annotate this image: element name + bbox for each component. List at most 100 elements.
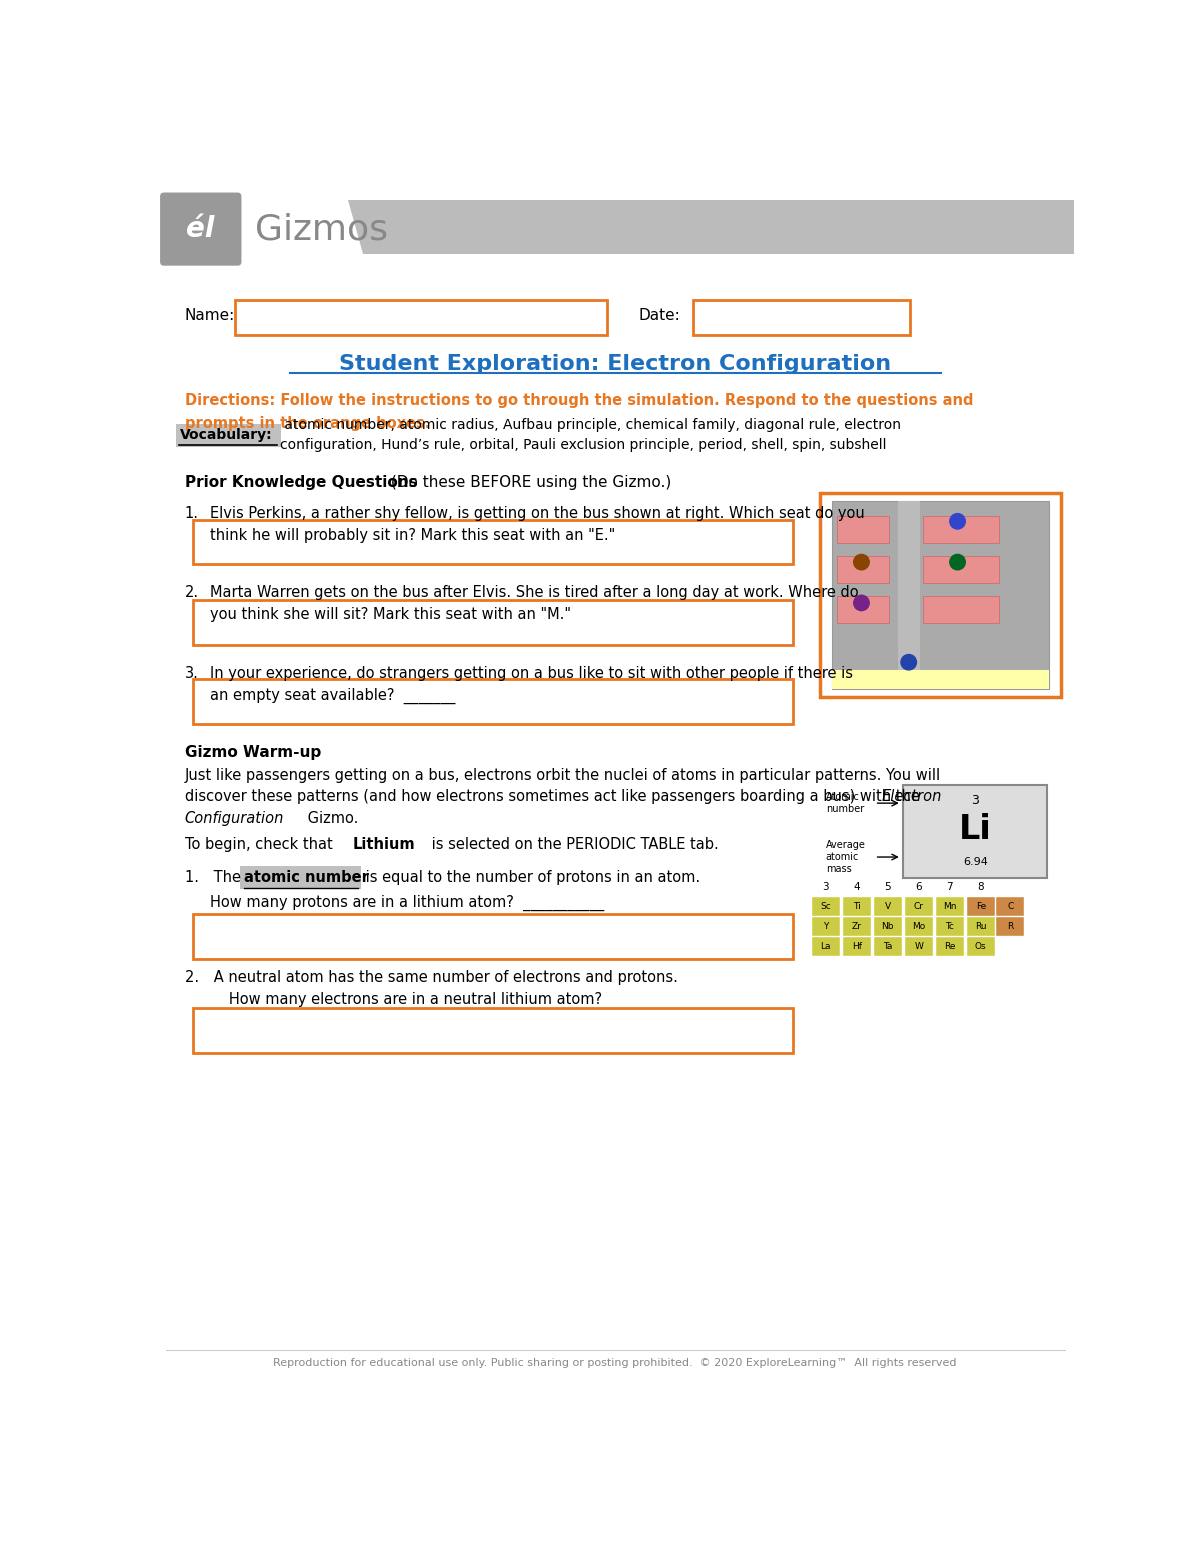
Text: Ta: Ta [883,941,893,950]
Text: Ti: Ti [853,902,860,910]
Text: Reproduction for educational use only. Public sharing or posting prohibited.  © : Reproduction for educational use only. P… [274,1357,956,1368]
Bar [936,898,964,916]
Bar [832,500,1049,690]
Text: 5: 5 [884,882,892,891]
FancyBboxPatch shape [904,786,1046,877]
Text: Gizmo.: Gizmo. [304,811,359,826]
Bar [842,936,871,955]
Bar [924,596,1000,623]
Bar [905,936,932,955]
Text: Date:: Date: [638,307,680,323]
Text: Configuration: Configuration [185,811,284,826]
Text: Zr: Zr [852,922,862,930]
Text: Gizmo Warm-up: Gizmo Warm-up [185,745,322,759]
Bar [842,898,871,916]
Text: 6: 6 [916,882,922,891]
Text: 3: 3 [972,794,979,808]
Bar [967,936,995,955]
Bar [812,898,840,916]
Text: Student Exploration: Electron Configuration: Student Exploration: Electron Configurat… [338,354,892,374]
Bar [874,898,901,916]
FancyBboxPatch shape [821,778,1061,882]
FancyBboxPatch shape [235,300,607,335]
FancyBboxPatch shape [193,1008,793,1053]
Text: How many electrons are in a neutral lithium atom?: How many electrons are in a neutral lith… [185,992,602,1006]
Text: Prior Knowledge Questions: Prior Knowledge Questions [185,475,418,491]
FancyBboxPatch shape [240,867,361,890]
Polygon shape [348,200,1074,255]
Bar [836,516,889,544]
FancyBboxPatch shape [193,599,793,644]
FancyBboxPatch shape [160,193,241,266]
Text: Fe: Fe [976,902,986,910]
Text: Lithium: Lithium [353,837,415,853]
Text: 6.94: 6.94 [962,857,988,868]
Text: R: R [1007,922,1013,930]
Text: atomic number: atomic number [244,870,368,885]
Bar [812,936,840,955]
Text: Hf: Hf [852,941,862,950]
Circle shape [950,514,965,530]
Text: 1.: 1. [185,506,199,520]
Bar [996,898,1024,916]
Text: Li: Li [959,812,991,846]
Text: él: él [186,216,215,244]
Bar [967,898,995,916]
Text: Atomic
number: Atomic number [826,792,864,814]
Text: is equal to the number of protons in an atom.: is equal to the number of protons in an … [361,870,700,885]
Text: 7: 7 [947,882,953,891]
FancyBboxPatch shape [821,492,1061,697]
FancyBboxPatch shape [193,915,793,958]
Bar [836,556,889,582]
Bar [874,918,901,935]
Text: Re: Re [944,941,955,950]
Text: Ru: Ru [974,922,986,930]
Text: Tc: Tc [946,922,954,930]
Text: 3: 3 [822,882,829,891]
Bar [812,918,840,935]
Circle shape [853,554,869,570]
Bar [924,516,1000,544]
Text: atomic number, atomic radius, Aufbau principle, chemical family, diagonal rule, : atomic number, atomic radius, Aufbau pri… [281,418,901,452]
Bar [905,918,932,935]
Text: 4: 4 [853,882,860,891]
Text: Sc: Sc [821,902,832,910]
Bar [936,918,964,935]
Bar [905,898,932,916]
Bar [832,669,1049,690]
Circle shape [950,554,965,570]
Text: Marta Warren gets on the bus after Elvis. She is tired after a long day at work.: Marta Warren gets on the bus after Elvis… [210,585,859,621]
Text: Name:: Name: [185,307,235,323]
Bar [874,936,901,955]
Text: 3.: 3. [185,666,199,682]
Text: In your experience, do strangers getting on a bus like to sit with other people : In your experience, do strangers getting… [210,666,853,704]
Bar [898,500,919,690]
Text: Just like passengers getting on a bus, electrons orbit the nuclei of atoms in pa: Just like passengers getting on a bus, e… [185,767,941,783]
Text: Vocabulary:: Vocabulary: [180,429,272,443]
FancyBboxPatch shape [692,300,910,335]
Text: C: C [1007,902,1013,910]
Text: Elvis Perkins, a rather shy fellow, is getting on the bus shown at right. Which : Elvis Perkins, a rather shy fellow, is g… [210,506,865,542]
Text: 2.: 2. [185,585,199,599]
Bar [996,918,1024,935]
Text: Directions: Follow the instructions to go through the simulation. Respond to the: Directions: Follow the instructions to g… [185,393,973,432]
Text: How many protons are in a lithium atom?  ___________: How many protons are in a lithium atom? … [210,895,605,912]
Text: Os: Os [974,941,986,950]
Circle shape [901,654,917,669]
Text: 8: 8 [978,882,984,891]
FancyBboxPatch shape [193,679,793,724]
Bar [936,936,964,955]
FancyBboxPatch shape [175,424,281,447]
Bar [836,596,889,623]
Text: W: W [914,941,923,950]
Text: Mn: Mn [943,902,956,910]
Bar [924,556,1000,582]
Text: Electron: Electron [882,789,942,804]
Text: 2. A neutral atom has the same number of electrons and protons.: 2. A neutral atom has the same number of… [185,971,678,986]
Text: 1. The: 1. The [185,870,246,885]
Text: Average
atomic
mass: Average atomic mass [826,840,865,874]
Text: Mo: Mo [912,922,925,930]
Text: Nb: Nb [882,922,894,930]
Text: V: V [884,902,890,910]
Bar [842,918,871,935]
